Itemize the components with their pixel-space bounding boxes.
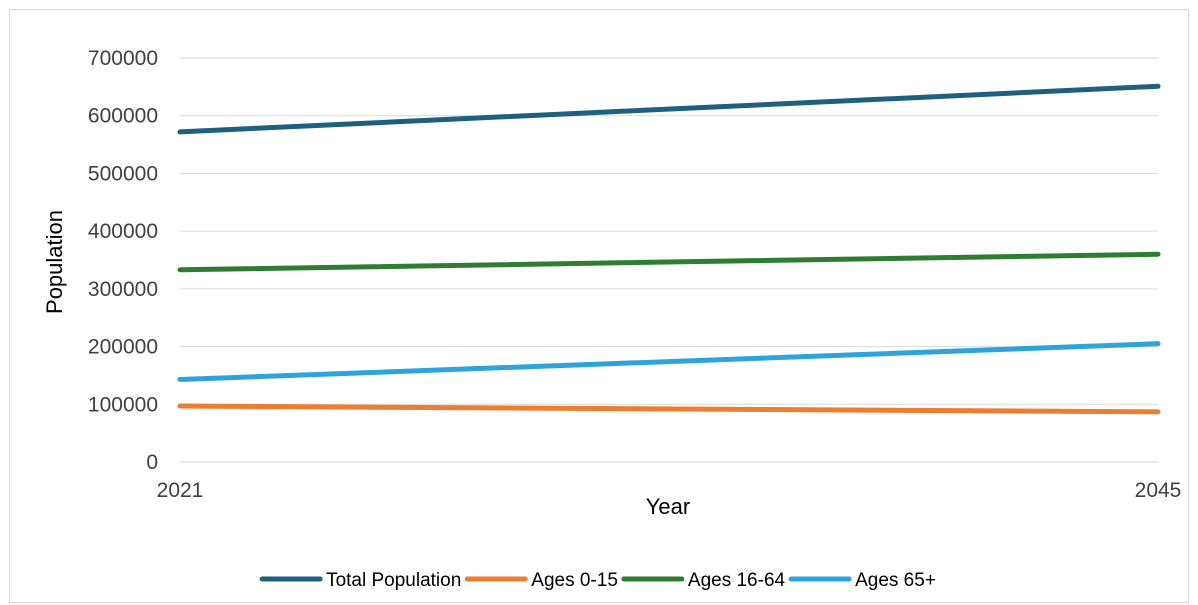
y-tick-label: 0 — [146, 451, 158, 474]
x-tick-label: 2045 — [1135, 479, 1182, 502]
y-axis-ticks: 0 100000 200000 300000 400000 500000 600000 700… — [88, 47, 158, 474]
series-line — [177, 251, 1161, 273]
legend: Total Population Ages 0-15 Ages 16-64 Ages … — [259, 570, 936, 591]
legend-label: Ages 16-64 — [688, 570, 786, 591]
legend-label: Total Population — [326, 570, 461, 591]
y-tick-label: 600000 — [88, 105, 158, 128]
gridlines — [180, 57, 1158, 463]
series-line — [177, 341, 1161, 382]
y-tick-label: 100000 — [88, 393, 158, 416]
y-tick-label: 500000 — [88, 162, 158, 185]
y-tick-label: 200000 — [88, 336, 158, 359]
x-axis-ticks: 2021 2045 — [157, 479, 1182, 502]
x-axis-title: Year — [646, 494, 690, 519]
y-tick-label: 700000 — [88, 47, 158, 70]
series-line — [177, 403, 1161, 415]
legend-label: Ages 0-15 — [531, 570, 618, 591]
legend-label: Ages 65+ — [855, 570, 936, 591]
chart-frame — [9, 9, 1189, 603]
y-axis-title: Population — [42, 210, 67, 314]
series-lines — [177, 83, 1161, 415]
x-tick-label: 2021 — [157, 479, 204, 502]
y-tick-label: 400000 — [88, 220, 158, 243]
series-line — [177, 83, 1161, 135]
y-tick-label: 300000 — [88, 278, 158, 301]
